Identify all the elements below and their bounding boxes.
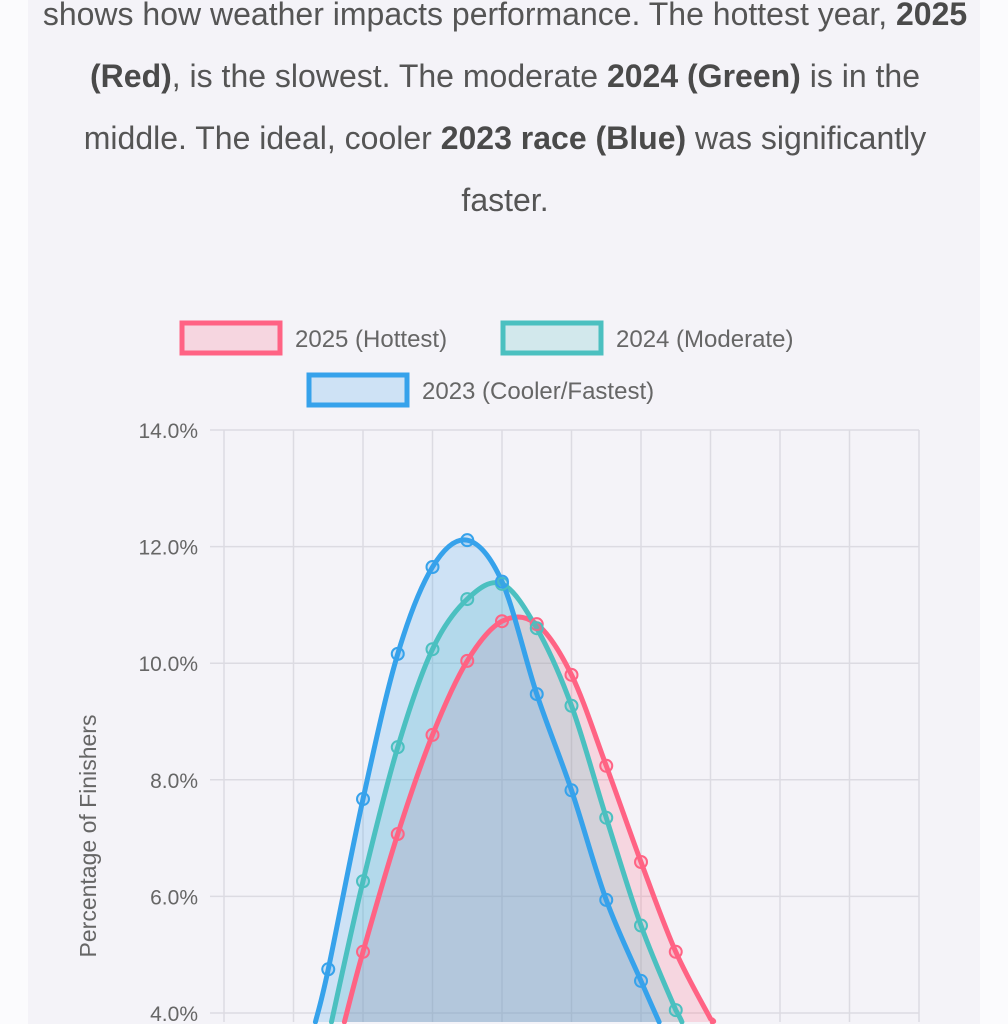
series-points xyxy=(321,533,683,1018)
data-point xyxy=(425,642,440,657)
series-line xyxy=(312,537,662,1024)
data-point xyxy=(460,533,475,548)
data-point xyxy=(356,944,370,959)
intro-bold-2024: 2024 (Green) xyxy=(606,58,801,94)
series-lines xyxy=(312,537,717,1024)
data-point xyxy=(668,1003,683,1018)
intro-text: shows how weather impacts performance. T… xyxy=(42,0,896,32)
legend-swatch xyxy=(500,320,604,356)
data-point xyxy=(321,962,336,977)
legend[interactable]: 2025 (Hottest) 2024 (Moderate) 2023 (Coole… xyxy=(179,320,793,408)
grid xyxy=(210,429,920,1022)
y-axis: 14.0% 12.0% 10.0% 8.0% 6.0% 4.0% xyxy=(138,420,198,1024)
legend-swatch xyxy=(306,372,410,408)
y-tick-label: 10.0% xyxy=(138,653,198,676)
content-card xyxy=(28,0,980,1024)
legend-label: 2024 (Moderate) xyxy=(616,326,793,353)
data-point xyxy=(460,653,475,668)
series-area xyxy=(331,582,682,1022)
series-area xyxy=(344,616,714,1022)
intro-bold-2025: 2025 (Red) xyxy=(90,0,968,94)
intro-text: is in the middle. The ideal, cooler xyxy=(83,58,920,156)
data-point xyxy=(390,827,405,842)
legend-item[interactable]: 2023 (Cooler/Fastest) xyxy=(306,372,654,408)
data-point xyxy=(356,874,370,889)
legend-label: 2025 (Hottest) xyxy=(295,326,447,353)
data-point xyxy=(425,727,440,742)
y-tick-label: 6.0% xyxy=(150,886,198,909)
legend-swatch xyxy=(179,320,283,356)
data-point xyxy=(564,783,579,798)
y-tick-label: 8.0% xyxy=(150,770,198,793)
y-tick-label: 14.0% xyxy=(138,420,198,443)
data-point xyxy=(529,621,544,636)
series-area xyxy=(315,539,660,1022)
data-point xyxy=(390,740,405,755)
intro-text: , is the slowest. The moderate xyxy=(171,58,607,94)
legend-item[interactable]: 2025 (Hottest) xyxy=(179,320,447,356)
legend-item[interactable]: 2024 (Moderate) xyxy=(500,320,793,356)
data-point xyxy=(356,792,370,807)
intro-bold-2023: 2023 race (Blue) xyxy=(440,120,687,156)
data-point xyxy=(564,667,579,682)
data-point xyxy=(390,646,405,661)
data-point xyxy=(634,918,648,933)
y-axis-label: Percentage of Finishers xyxy=(75,715,101,958)
data-point xyxy=(634,855,648,870)
data-point xyxy=(460,592,475,607)
series-line xyxy=(328,580,685,1024)
y-tick-label: 12.0% xyxy=(138,537,198,560)
data-point xyxy=(425,560,440,575)
legend-label: 2023 (Cooler/Fastest) xyxy=(422,378,654,405)
series-areas xyxy=(315,539,714,1022)
y-tick-label: 4.0% xyxy=(150,1003,198,1024)
data-point xyxy=(564,698,579,713)
data-point xyxy=(599,810,614,825)
data-point xyxy=(529,687,544,702)
data-point xyxy=(495,574,509,589)
data-point xyxy=(495,614,509,629)
data-point xyxy=(668,944,683,959)
data-point xyxy=(599,892,614,907)
intro-paragraph: shows how weather impacts performance. T… xyxy=(40,0,970,231)
data-point xyxy=(634,973,648,988)
intro-text: was significantly faster. xyxy=(461,120,927,218)
data-point xyxy=(599,758,614,773)
data-point xyxy=(529,617,544,632)
